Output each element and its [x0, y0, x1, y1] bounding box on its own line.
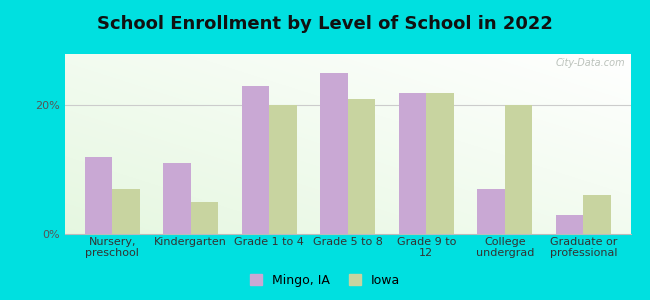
- Bar: [505, 105, 532, 234]
- Bar: [190, 202, 218, 234]
- Bar: [477, 189, 505, 234]
- Bar: [112, 189, 140, 234]
- Bar: [556, 215, 584, 234]
- Bar: [348, 99, 375, 234]
- Bar: [426, 93, 454, 234]
- Bar: [84, 157, 112, 234]
- Bar: [320, 73, 348, 234]
- Bar: [163, 163, 190, 234]
- Text: School Enrollment by Level of School in 2022: School Enrollment by Level of School in …: [97, 15, 553, 33]
- Bar: [242, 86, 269, 234]
- Text: City-Data.com: City-Data.com: [555, 58, 625, 68]
- Bar: [399, 93, 426, 234]
- Bar: [269, 105, 296, 234]
- Bar: [584, 195, 611, 234]
- Legend: Mingo, IA, Iowa: Mingo, IA, Iowa: [246, 270, 404, 291]
